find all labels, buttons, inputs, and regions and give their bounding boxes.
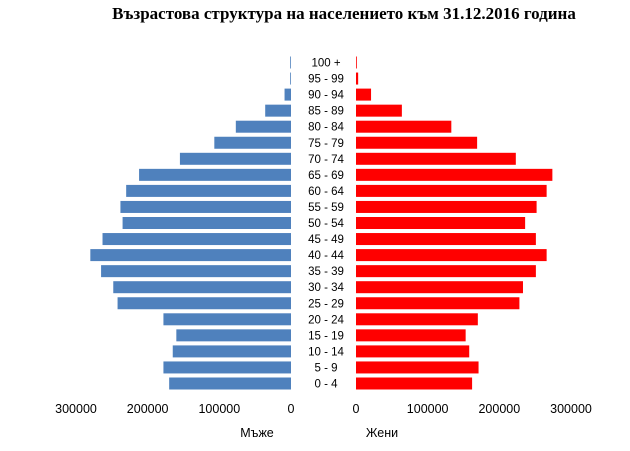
age-group-label: 65 - 69 xyxy=(308,170,344,182)
female-bar-50-54 xyxy=(356,217,526,229)
age-group-label: 45 - 49 xyxy=(308,234,344,246)
male-tick-label: 300000 xyxy=(55,402,97,416)
male-bar-40-44 xyxy=(90,249,291,262)
age-group-label: 90 - 94 xyxy=(308,90,344,102)
female-bar-0-4 xyxy=(356,377,473,390)
male-bar-55-59 xyxy=(120,200,292,213)
age-group-label: 75 - 79 xyxy=(308,138,344,150)
male-tick-label: 0 xyxy=(288,402,295,416)
age-group-label: 5 - 9 xyxy=(314,362,337,374)
male-bar-20-24 xyxy=(163,313,291,326)
male-bar-0-4 xyxy=(169,377,291,390)
age-group-label: 100 + xyxy=(311,58,340,70)
female-bar-80-84 xyxy=(356,120,452,133)
female-bar-40-44 xyxy=(356,249,547,262)
age-group-label: 10 - 14 xyxy=(308,346,344,358)
male-bar-45-49 xyxy=(102,233,292,246)
age-group-label: 50 - 54 xyxy=(308,218,344,230)
age-group-label: 30 - 34 xyxy=(308,282,344,294)
female-bar-5-9 xyxy=(356,361,479,374)
male-bar-10-14 xyxy=(172,345,291,358)
male-bar-60-64 xyxy=(126,184,291,197)
female-bar-20-24 xyxy=(356,313,478,326)
male-bar-50-54 xyxy=(122,217,291,229)
chart-title: Възрастова структура на населението към … xyxy=(112,4,576,23)
female-bar-15-19 xyxy=(356,329,466,342)
female-bar-85-89 xyxy=(356,104,402,117)
female-tick-label: 200000 xyxy=(478,402,520,416)
female-bars xyxy=(356,56,553,390)
age-group-label: 55 - 59 xyxy=(308,202,344,214)
male-axis-label: Мъже xyxy=(240,426,274,440)
age-group-label: 40 - 44 xyxy=(308,250,344,262)
female-bar-95-99 xyxy=(356,72,359,85)
male-bar-35-39 xyxy=(101,265,291,278)
female-bar-55-59 xyxy=(356,200,537,213)
female-bar-10-14 xyxy=(356,345,470,358)
male-bar-80-84 xyxy=(235,120,291,133)
male-bar-100+ xyxy=(290,56,291,69)
male-axis-ticks: 300000 200000 100000 0 xyxy=(55,402,294,416)
female-tick-label: 300000 xyxy=(550,402,592,416)
male-bar-30-34 xyxy=(113,281,292,294)
male-bar-85-89 xyxy=(265,104,291,117)
female-bar-70-74 xyxy=(356,152,516,165)
male-bar-95-99 xyxy=(290,72,291,85)
female-bar-30-34 xyxy=(356,281,523,294)
age-group-labels: 0 - 4 5 - 9 10 - 14 15 - 19 20 - 24 25 - 29 30… xyxy=(308,58,344,391)
female-bar-60-64 xyxy=(356,184,547,197)
female-tick-label: 100000 xyxy=(407,402,449,416)
male-bar-75-79 xyxy=(214,136,291,149)
age-group-label: 0 - 4 xyxy=(314,379,338,391)
age-group-label: 80 - 84 xyxy=(308,122,344,134)
female-bar-45-49 xyxy=(356,233,536,246)
age-group-label: 25 - 29 xyxy=(308,298,344,310)
male-bar-90-94 xyxy=(284,88,291,101)
male-bar-15-19 xyxy=(176,329,291,342)
age-group-label: 85 - 89 xyxy=(308,106,344,118)
female-bar-25-29 xyxy=(356,297,520,310)
age-group-label: 70 - 74 xyxy=(308,154,344,166)
male-tick-label: 200000 xyxy=(127,402,169,416)
female-tick-label: 0 xyxy=(353,402,360,416)
age-group-label: 95 - 99 xyxy=(308,74,344,86)
female-bar-75-79 xyxy=(356,136,478,149)
age-group-label: 60 - 64 xyxy=(308,186,344,198)
male-bar-25-29 xyxy=(117,297,291,310)
female-bar-35-39 xyxy=(356,265,536,278)
female-axis-label: Жени xyxy=(366,426,398,440)
age-group-label: 20 - 24 xyxy=(308,314,344,326)
male-bars xyxy=(90,56,292,390)
male-bar-70-74 xyxy=(179,152,291,165)
female-bar-100+ xyxy=(356,56,357,69)
age-group-label: 15 - 19 xyxy=(308,330,344,342)
male-tick-label: 100000 xyxy=(198,402,240,416)
male-bar-5-9 xyxy=(163,361,291,374)
female-axis-ticks: 0 100000 200000 300000 xyxy=(353,402,592,416)
age-group-label: 35 - 39 xyxy=(308,266,344,278)
female-bar-90-94 xyxy=(356,88,372,101)
male-bar-65-69 xyxy=(139,168,291,181)
female-bar-65-69 xyxy=(356,168,553,181)
